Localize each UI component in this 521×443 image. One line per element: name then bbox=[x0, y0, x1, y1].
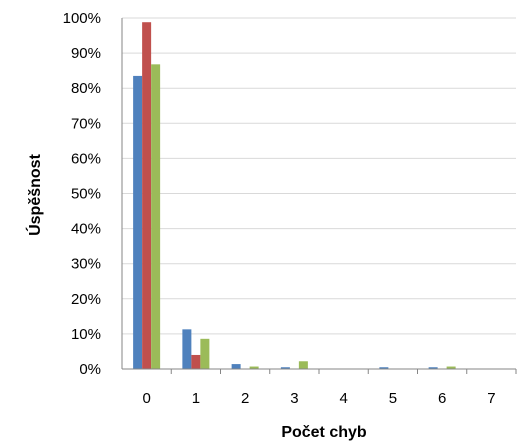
bar-series-2-cat-0 bbox=[142, 22, 152, 369]
gridlines bbox=[122, 17, 516, 335]
y-tick-label: 80% bbox=[71, 80, 101, 97]
bar-series-3-cat-0 bbox=[151, 64, 161, 369]
y-tick-labels: 0% 10% 20% 30% 40% 50% 60% 70% 80% 90% 100% bbox=[63, 10, 101, 378]
x-tick-label: 3 bbox=[290, 390, 298, 407]
y-tick-label: 0% bbox=[79, 361, 101, 378]
y-tick-label: 20% bbox=[71, 291, 101, 308]
y-tick-label: 40% bbox=[71, 221, 101, 238]
bar-series-1-cat-3 bbox=[280, 367, 290, 369]
y-tick-label: 50% bbox=[71, 186, 101, 203]
y-tick-label: 60% bbox=[71, 150, 101, 167]
x-tick-labels: 0 1 2 3 4 5 6 7 bbox=[142, 390, 495, 407]
x-tick-label: 0 bbox=[142, 390, 150, 407]
x-tick-label: 1 bbox=[192, 390, 200, 407]
bar-series-1-cat-0 bbox=[133, 75, 143, 369]
bar-series-2-cat-1 bbox=[191, 354, 201, 369]
x-axis-title: Počet chyb bbox=[281, 424, 367, 441]
bars bbox=[133, 22, 456, 369]
axes bbox=[121, 18, 517, 374]
y-tick-label: 10% bbox=[71, 326, 101, 343]
y-tick-label: 90% bbox=[71, 45, 101, 62]
bar-series-3-cat-2 bbox=[249, 366, 259, 369]
bar-series-1-cat-6 bbox=[428, 367, 438, 369]
x-tick-label: 2 bbox=[241, 390, 249, 407]
bar-series-1-cat-5 bbox=[379, 367, 389, 369]
y-tick-label: 100% bbox=[63, 10, 101, 27]
y-tick-label: 30% bbox=[71, 256, 101, 273]
bar-series-1-cat-1 bbox=[182, 329, 192, 369]
x-tick-label: 7 bbox=[487, 390, 495, 407]
y-tick-label: 70% bbox=[71, 115, 101, 132]
bar-series-3-cat-6 bbox=[446, 366, 456, 369]
bar-series-3-cat-1 bbox=[200, 338, 210, 369]
bar-series-3-cat-3 bbox=[298, 361, 308, 369]
x-tick-label: 4 bbox=[339, 390, 347, 407]
bar-series-1-cat-2 bbox=[231, 364, 241, 369]
x-tick-label: 6 bbox=[438, 390, 446, 407]
y-axis-title: Úspěšnost bbox=[25, 153, 44, 235]
x-tick-label: 5 bbox=[389, 390, 397, 407]
